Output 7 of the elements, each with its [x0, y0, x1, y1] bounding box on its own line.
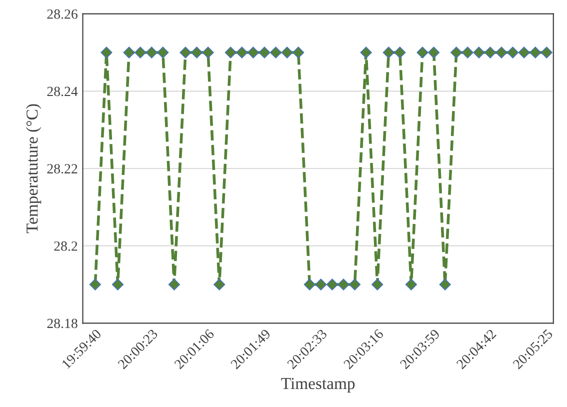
y-axis-title: Temperatuture (°C)	[26, 104, 42, 234]
y-tick-label: 28.18	[47, 318, 78, 328]
y-tick-label: 28.2	[54, 241, 78, 251]
y-tick-label: 28.24	[47, 86, 78, 96]
y-tick-label: 28.22	[47, 164, 78, 174]
y-tick-label: 28.26	[47, 9, 78, 19]
x-axis-title: Timestamp	[281, 378, 355, 393]
